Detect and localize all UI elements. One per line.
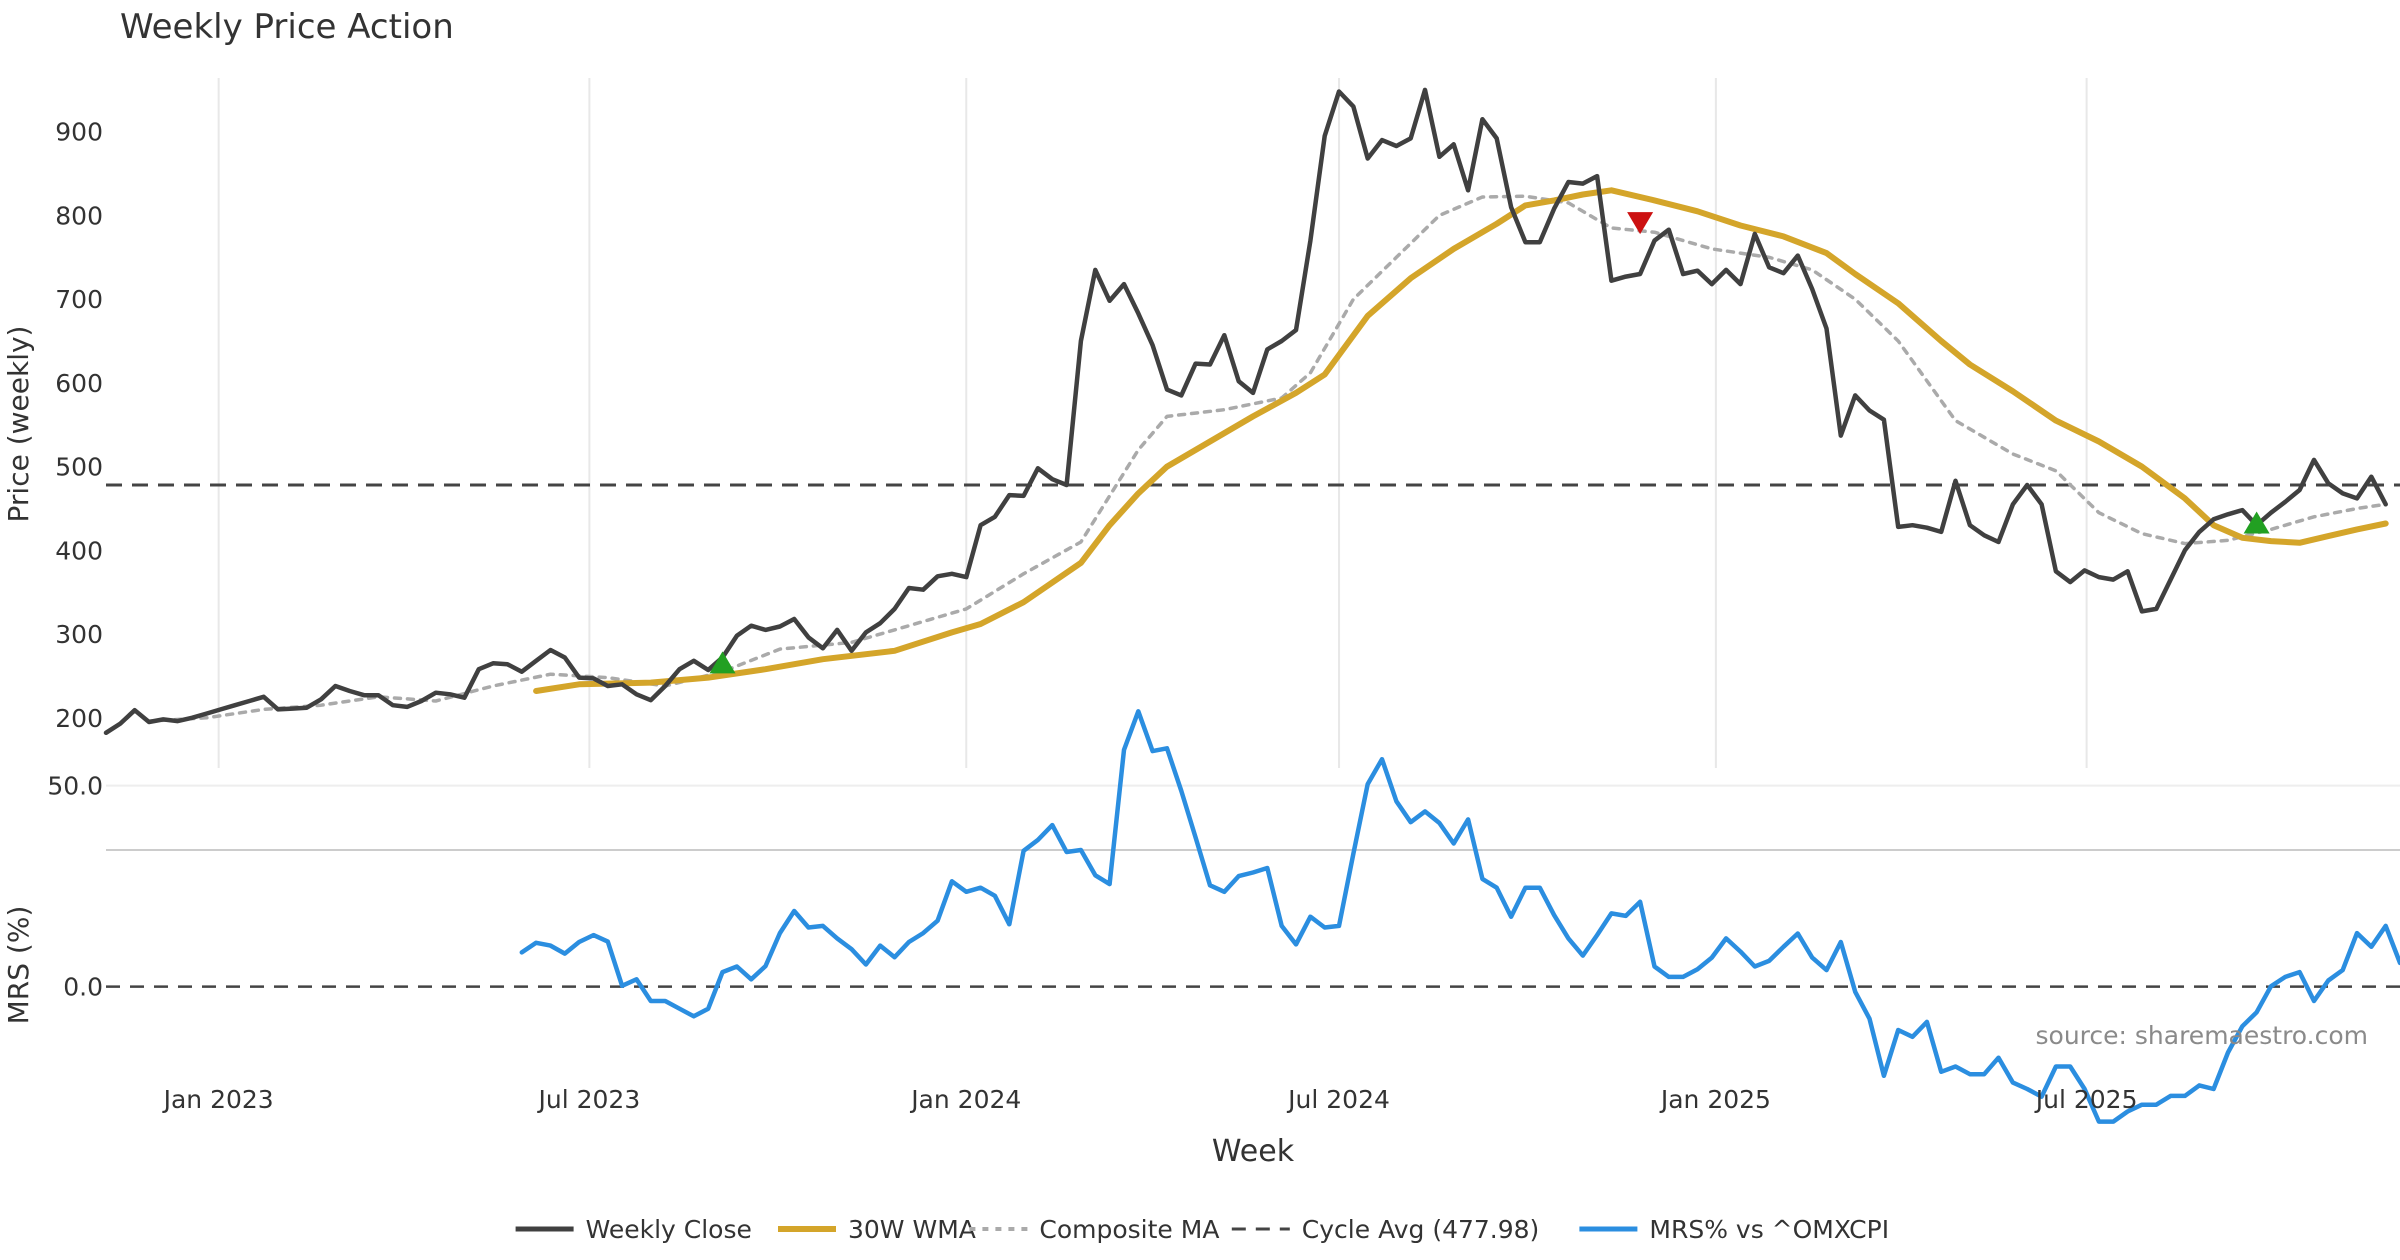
price-y-tick-label: 600 <box>55 369 103 398</box>
legend-label: Composite MA <box>1039 1215 1219 1244</box>
price-y-tick-label: 900 <box>55 118 103 147</box>
vertical-grid <box>217 78 2088 768</box>
price-y-axis-label: Price (weekly) <box>2 326 35 523</box>
legend-item-mrs-vs-omxcpi: MRS% vs ^OMXCPI <box>1579 1215 1889 1244</box>
price-y-tick-label: 800 <box>55 201 103 230</box>
x-tick-label: Jul 2025 <box>2034 1085 2138 1114</box>
chart-title: Weekly Price Action <box>120 7 454 47</box>
x-ticks: Jan 2023 Jul 2023 Jan 2024 Jul 2024 Jan 2025… <box>162 1085 2138 1114</box>
buy-signal-marker <box>709 651 736 674</box>
source-annotation: source: sharemaestro.com <box>2036 1021 2369 1050</box>
legend-label: Weekly Close <box>586 1215 752 1244</box>
x-tick-label: Jan 2025 <box>1659 1085 1771 1114</box>
legend-label: Cycle Avg (477.98) <box>1302 1215 1540 1244</box>
mrs-series-group <box>519 709 2400 1124</box>
signals-group <box>709 212 2270 674</box>
x-tick-label: Jul 2024 <box>1286 1085 1390 1114</box>
mrs-y-ticks: 0.0 50.0 <box>47 772 2400 1002</box>
mrs-y-tick-label: 0.0 <box>63 973 103 1002</box>
sell-signal-marker <box>1627 212 1654 235</box>
mrs-y-tick-label: 50.0 <box>47 772 103 801</box>
legend-item-cycle-avg-477-98: Cycle Avg (477.98) <box>1231 1215 1540 1244</box>
30w-wma-line <box>533 187 2389 694</box>
legend-item-weekly-close: Weekly Close <box>515 1215 752 1244</box>
price-y-tick-label: 400 <box>55 536 103 565</box>
x-tick-label: Jan 2024 <box>909 1085 1021 1114</box>
legend-label: MRS% vs ^OMXCPI <box>1649 1215 1889 1244</box>
mrs-y-axis-label: MRS (%) <box>2 906 35 1025</box>
x-tick-label: Jul 2023 <box>537 1085 641 1114</box>
legend-label: 30W WMA <box>848 1215 976 1244</box>
price-y-tick-label: 300 <box>55 620 103 649</box>
x-tick-label: Jan 2023 <box>162 1085 274 1114</box>
price-y-tick-label: 200 <box>55 704 103 733</box>
price-series-group <box>103 87 2389 736</box>
legend: Weekly Close 30W WMA Composite MA Cycle Avg… <box>515 1215 1889 1244</box>
price-y-tick-label: 500 <box>55 453 103 482</box>
price-y-ticks: 200 300 400 500 600 700 800 900 <box>55 118 103 733</box>
legend-item-composite-ma: Composite MA <box>969 1215 1219 1244</box>
legend-item-30w-wma: 30W WMA <box>778 1215 976 1244</box>
x-axis-label: Week <box>1212 1134 1295 1169</box>
mrs-line <box>519 709 2400 1124</box>
weekly-close-line <box>103 87 2388 736</box>
price-y-tick-label: 700 <box>55 285 103 314</box>
buy-signal-marker <box>2243 511 2270 534</box>
